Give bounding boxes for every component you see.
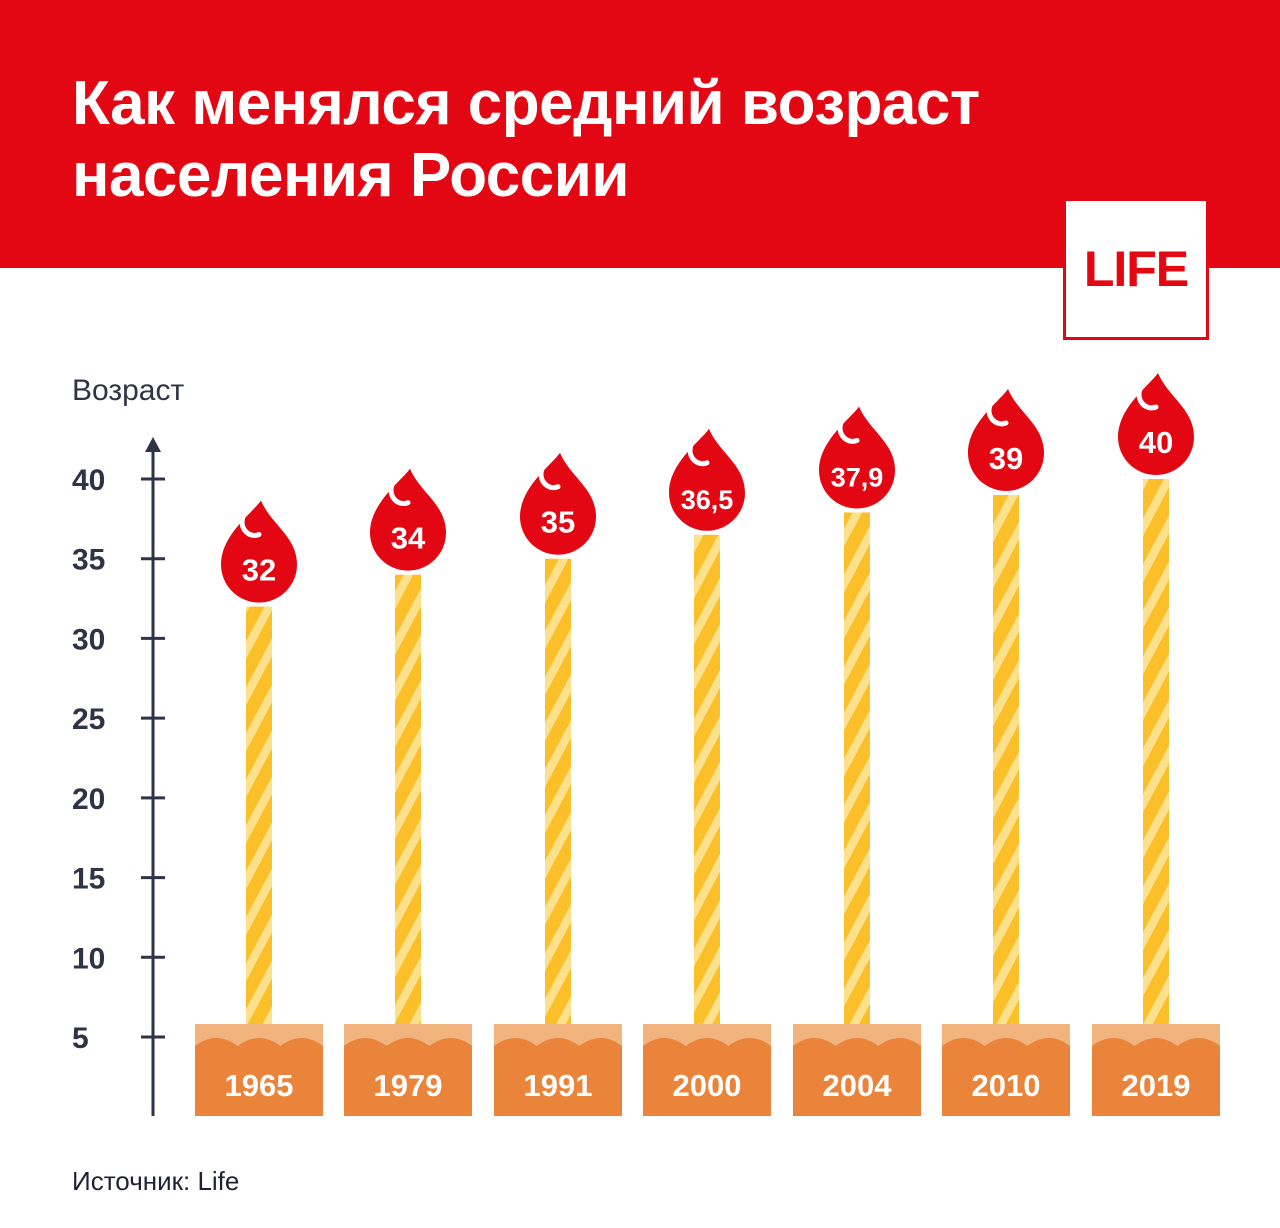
y-axis-label: Возраст xyxy=(72,374,185,407)
candle-base xyxy=(1092,1024,1220,1116)
y-tick-label: 40 xyxy=(72,464,105,497)
candle-base-frosting xyxy=(793,1024,921,1046)
candle-body xyxy=(844,512,870,1026)
candle-body xyxy=(993,494,1019,1026)
data-value-label: 35 xyxy=(541,505,575,540)
x-category-label: 1991 xyxy=(524,1068,593,1103)
candle-base xyxy=(494,1024,622,1116)
candle-base xyxy=(942,1024,1070,1116)
candle-base-frosting xyxy=(344,1024,472,1046)
life-logo: LIFE xyxy=(1063,198,1209,340)
flame-highlight xyxy=(837,419,860,444)
candle-body xyxy=(694,534,720,1026)
data-value-label: 34 xyxy=(391,521,426,556)
candle-body xyxy=(1143,479,1169,1026)
flame-icon xyxy=(669,428,745,531)
candle-bar: 1979 34 xyxy=(344,468,472,1116)
y-tick-label: 30 xyxy=(72,623,105,656)
x-category-label: 2019 xyxy=(1122,1068,1191,1103)
x-category-label: 2010 xyxy=(972,1068,1041,1103)
candle-bar: 2004 37,9 xyxy=(793,406,921,1116)
candle-body xyxy=(246,606,272,1026)
y-tick-label: 20 xyxy=(72,783,105,816)
data-value-label: 36,5 xyxy=(681,485,734,515)
flame-highlight xyxy=(239,514,262,538)
candle-body xyxy=(395,574,421,1026)
chart-title: Как менялся средний возраст населения Ро… xyxy=(72,68,1072,212)
candle-base xyxy=(643,1024,771,1116)
candle-bar: 1991 35 xyxy=(494,452,622,1116)
candle-body xyxy=(545,558,571,1026)
data-value-label: 32 xyxy=(242,553,276,588)
candle-base xyxy=(793,1024,921,1116)
candle-base-frosting xyxy=(494,1024,622,1046)
data-value-label: 39 xyxy=(989,441,1023,476)
candle-base-frosting xyxy=(942,1024,1070,1046)
flame-highlight xyxy=(1136,386,1159,411)
x-category-label: 1965 xyxy=(225,1068,294,1103)
x-category-label: 2000 xyxy=(673,1068,742,1103)
header-banner: Как менялся средний возраст населения Ро… xyxy=(0,0,1280,268)
candle-bar: 1965 32 xyxy=(195,500,323,1116)
y-tick-label: 25 xyxy=(72,703,105,736)
candle-base-frosting xyxy=(195,1024,323,1046)
candle-base-frosting xyxy=(643,1024,771,1046)
candle-bar: 2019 40 xyxy=(1092,373,1220,1116)
flame-highlight xyxy=(388,482,411,507)
data-value-label: 40 xyxy=(1139,425,1173,460)
x-category-label: 1979 xyxy=(374,1068,443,1103)
y-tick-label: 15 xyxy=(72,863,105,896)
candle-base xyxy=(344,1024,472,1116)
logo-text: LIFE xyxy=(1083,241,1189,297)
flame-highlight xyxy=(538,466,561,491)
source-note: Источник: Life xyxy=(72,1166,240,1196)
candle-base-frosting xyxy=(1092,1024,1220,1046)
y-tick-label: 10 xyxy=(72,942,105,975)
flame-icon xyxy=(819,406,895,509)
candle-bar: 2000 36,5 xyxy=(643,428,771,1116)
y-tick-label: 35 xyxy=(72,544,105,577)
flame-highlight xyxy=(986,402,1009,427)
candle-bar: 2010 39 xyxy=(942,388,1070,1116)
x-category-label: 2004 xyxy=(823,1068,893,1103)
title-line-2: населения России xyxy=(72,141,629,210)
y-tick-label: 5 xyxy=(72,1022,89,1055)
y-axis-arrow xyxy=(145,437,161,452)
flame-highlight xyxy=(687,442,710,467)
data-value-label: 37,9 xyxy=(831,462,884,492)
title-line-1: Как менялся средний возраст xyxy=(72,69,980,138)
candle-base xyxy=(195,1024,323,1116)
